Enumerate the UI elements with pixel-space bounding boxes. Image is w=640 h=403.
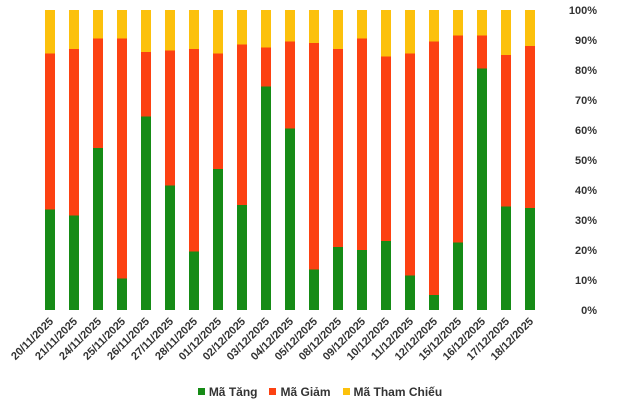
bar-segment-3-18 — [453, 10, 463, 36]
y-tick-label: 10% — [575, 275, 597, 287]
legend-label: Mã Tăng — [208, 385, 258, 399]
legend-item-2: Mã Giảm — [269, 385, 331, 399]
y-tick-label: 100% — [569, 5, 597, 17]
bar-segment-3-14 — [357, 10, 367, 39]
bar-segment-2-10 — [261, 47, 271, 87]
bar-segment-3-3 — [93, 10, 103, 39]
y-tick-label: 40% — [575, 185, 597, 197]
y-axis-tick-labels: 0% 10% 20% 30% 40% 50% 60% 70% 80% 90% 100% — [569, 5, 597, 317]
bar-segment-3-8 — [213, 10, 223, 54]
bar-segment-2-18 — [453, 35, 463, 243]
bar-segment-2-20 — [501, 55, 511, 207]
y-tick-label: 90% — [575, 35, 597, 47]
bar-segment-1-16 — [405, 275, 415, 310]
bar-segment-1-11 — [285, 128, 295, 310]
bar-segment-3-10 — [261, 10, 271, 48]
bar-segment-1-2 — [69, 215, 79, 310]
bar-segment-3-21 — [525, 10, 535, 46]
bar-segment-2-9 — [237, 44, 247, 205]
bar-segment-2-19 — [477, 35, 487, 69]
bar-segment-1-5 — [141, 116, 151, 310]
bar-segment-1-3 — [93, 148, 103, 310]
bar-segment-1-4 — [117, 278, 127, 310]
bar-segment-1-7 — [189, 251, 199, 310]
bar-segment-3-20 — [501, 10, 511, 55]
legend-swatch — [342, 388, 350, 396]
bar-segment-3-9 — [237, 10, 247, 45]
bar-segment-2-12 — [309, 43, 319, 270]
bar-segment-3-15 — [381, 10, 391, 57]
bar-segment-2-1 — [45, 53, 55, 210]
bar-segment-1-1 — [45, 209, 55, 310]
bar-segment-2-5 — [141, 52, 151, 117]
x-axis-tick-labels: 20/11/202521/11/202524/11/202525/11/2025… — [9, 316, 536, 363]
bar-segment-3-12 — [309, 10, 319, 43]
bar-segment-2-15 — [381, 56, 391, 241]
bar-segment-2-7 — [189, 49, 199, 252]
bar-segment-1-15 — [381, 241, 391, 310]
bar-segment-1-6 — [165, 185, 175, 310]
chart-legend: Mã Tăng Mã Giảm Mã Tham Chiếu — [0, 385, 640, 399]
bar-segment-3-5 — [141, 10, 151, 52]
legend-item-3: Mã Tham Chiếu — [342, 385, 443, 399]
bar-segment-1-18 — [453, 242, 463, 310]
bar-segment-1-12 — [309, 269, 319, 310]
bar-segment-1-8 — [213, 169, 223, 310]
bar-segment-3-11 — [285, 10, 295, 42]
bar-segment-1-21 — [525, 208, 535, 310]
legend-item-1: Mã Tăng — [197, 385, 258, 399]
bar-segment-2-6 — [165, 50, 175, 186]
bar-segment-1-13 — [333, 247, 343, 310]
y-tick-label: 50% — [575, 155, 597, 167]
bar-segment-1-10 — [261, 86, 271, 310]
bar-segment-2-11 — [285, 41, 295, 129]
bar-segment-1-14 — [357, 250, 367, 310]
bar-segment-3-16 — [405, 10, 415, 54]
y-tick-label: 80% — [575, 65, 597, 77]
bar-segment-1-17 — [429, 295, 439, 310]
bar-segment-3-7 — [189, 10, 199, 49]
y-tick-label: 0% — [581, 305, 597, 317]
bar-segment-2-4 — [117, 38, 127, 279]
y-tick-label: 30% — [575, 215, 597, 227]
y-tick-label: 20% — [575, 245, 597, 257]
bars-layer — [45, 10, 535, 310]
legend-label: Mã Tham Chiếu — [353, 385, 443, 399]
bar-segment-3-4 — [117, 10, 127, 39]
bar-segment-2-16 — [405, 53, 415, 276]
stacked-bar-chart: 0% 10% 20% 30% 40% 50% 60% 70% 80% 90% 100% 20/11/… — [9, 5, 597, 363]
legend-label: Mã Giảm — [280, 385, 331, 399]
y-tick-label: 60% — [575, 125, 597, 137]
bar-segment-3-6 — [165, 10, 175, 51]
bar-segment-2-2 — [69, 49, 79, 216]
bar-segment-1-9 — [237, 205, 247, 310]
bar-segment-3-1 — [45, 10, 55, 54]
bar-segment-3-13 — [333, 10, 343, 49]
legend-swatch — [197, 388, 205, 396]
bar-segment-1-19 — [477, 68, 487, 310]
bar-segment-2-14 — [357, 38, 367, 250]
bar-segment-2-3 — [93, 38, 103, 148]
bar-segment-1-20 — [501, 206, 511, 310]
bar-segment-2-21 — [525, 46, 535, 208]
legend-swatch — [269, 388, 277, 396]
bar-segment-3-17 — [429, 10, 439, 42]
y-tick-label: 70% — [575, 95, 597, 107]
bar-segment-3-19 — [477, 10, 487, 36]
bar-segment-2-13 — [333, 49, 343, 247]
bar-segment-3-2 — [69, 10, 79, 49]
bar-segment-2-17 — [429, 41, 439, 295]
bar-segment-2-8 — [213, 53, 223, 169]
